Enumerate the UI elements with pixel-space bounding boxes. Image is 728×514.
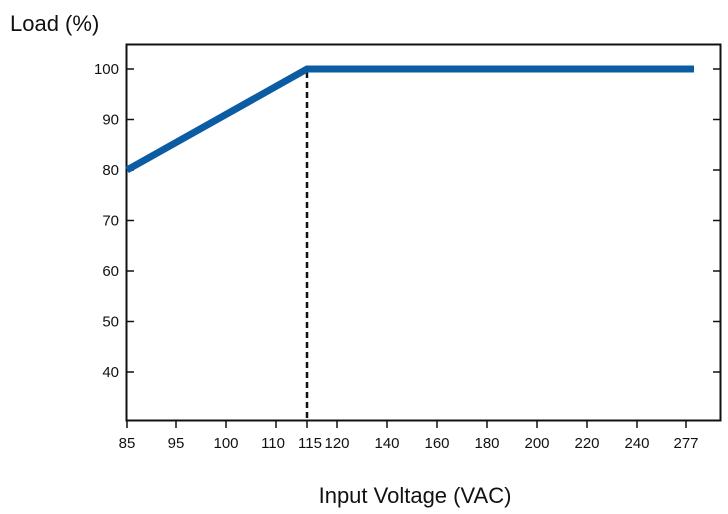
x-tick-label: 95 — [168, 435, 185, 452]
x-tick-label: 160 — [424, 435, 449, 452]
y-tick-label: 70 — [102, 213, 119, 230]
y-axis-label: Load (%) — [10, 11, 99, 36]
y-tick-label: 80 — [102, 162, 119, 179]
y-tick-label: 60 — [102, 263, 119, 280]
x-tick-label: 120 — [324, 435, 349, 452]
y-tick-label: 40 — [102, 364, 119, 381]
x-axis-label: Input Voltage (VAC) — [319, 483, 512, 508]
x-tick-label: 180 — [474, 435, 499, 452]
x-axis: 85 95 100 110 115 120 140 160 180 200 220 240 277 — [119, 420, 699, 452]
y-axis: 40 50 60 70 80 90 100 — [94, 61, 720, 381]
series-line — [125, 65, 694, 174]
plot-frame — [125, 43, 722, 422]
x-tick-label: 110 — [261, 435, 285, 452]
x-tick-label: 200 — [524, 435, 549, 452]
x-tick-label: 220 — [574, 435, 599, 452]
y-tick-label: 50 — [102, 314, 119, 331]
x-tick-label: 277 — [673, 435, 698, 452]
x-tick-label: 100 — [213, 435, 238, 452]
series-group — [125, 65, 695, 174]
x-tick-label: 140 — [374, 435, 399, 452]
y-tick-label: 90 — [102, 112, 119, 129]
y-tick-label: 100 — [94, 61, 119, 78]
x-tick-label: 85 — [119, 435, 136, 452]
x-tick-label: 240 — [624, 435, 649, 452]
x-tick-label: 115 — [298, 435, 322, 452]
